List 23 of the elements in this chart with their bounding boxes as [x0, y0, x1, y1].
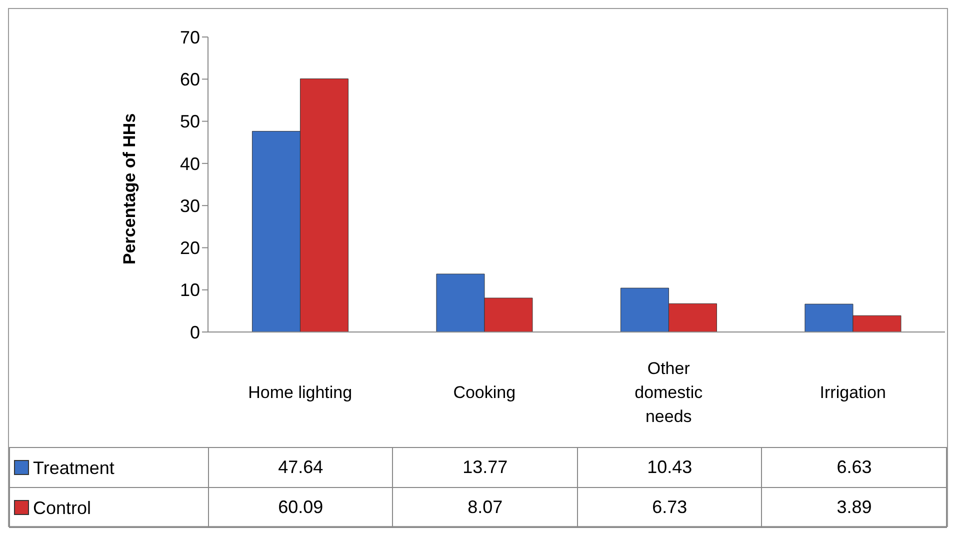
x-tick-label: Cooking	[453, 383, 516, 402]
legend-label: Treatment	[33, 457, 114, 478]
data-label: 6.63	[762, 448, 946, 488]
y-tick-label: 40	[180, 154, 200, 174]
y-tick-label: 50	[180, 112, 200, 132]
y-axis-title: Percentage of HHs	[120, 113, 140, 264]
data-label: 10.43	[577, 448, 762, 488]
y-tick-label: 20	[180, 238, 200, 258]
data-label: 13.77	[392, 448, 578, 488]
y-tick-label: 70	[180, 27, 200, 48]
x-tick-label: Other domestic needs	[634, 359, 704, 426]
data-label: 6.73	[577, 488, 762, 528]
y-tick-label: 30	[180, 196, 200, 216]
y-tick-label: 0	[190, 322, 200, 342]
legend-label: Control	[33, 497, 92, 518]
x-tick-label: Irrigation	[820, 383, 886, 402]
x-tick-label: Home lighting	[248, 383, 352, 402]
data-label: 8.07	[392, 488, 578, 528]
data-label: 47.64	[208, 448, 393, 488]
data-label: 3.89	[762, 488, 946, 528]
y-tick-label: 60	[180, 70, 200, 90]
y-tick-label: 10	[180, 280, 200, 300]
data-label: 60.09	[208, 488, 393, 528]
